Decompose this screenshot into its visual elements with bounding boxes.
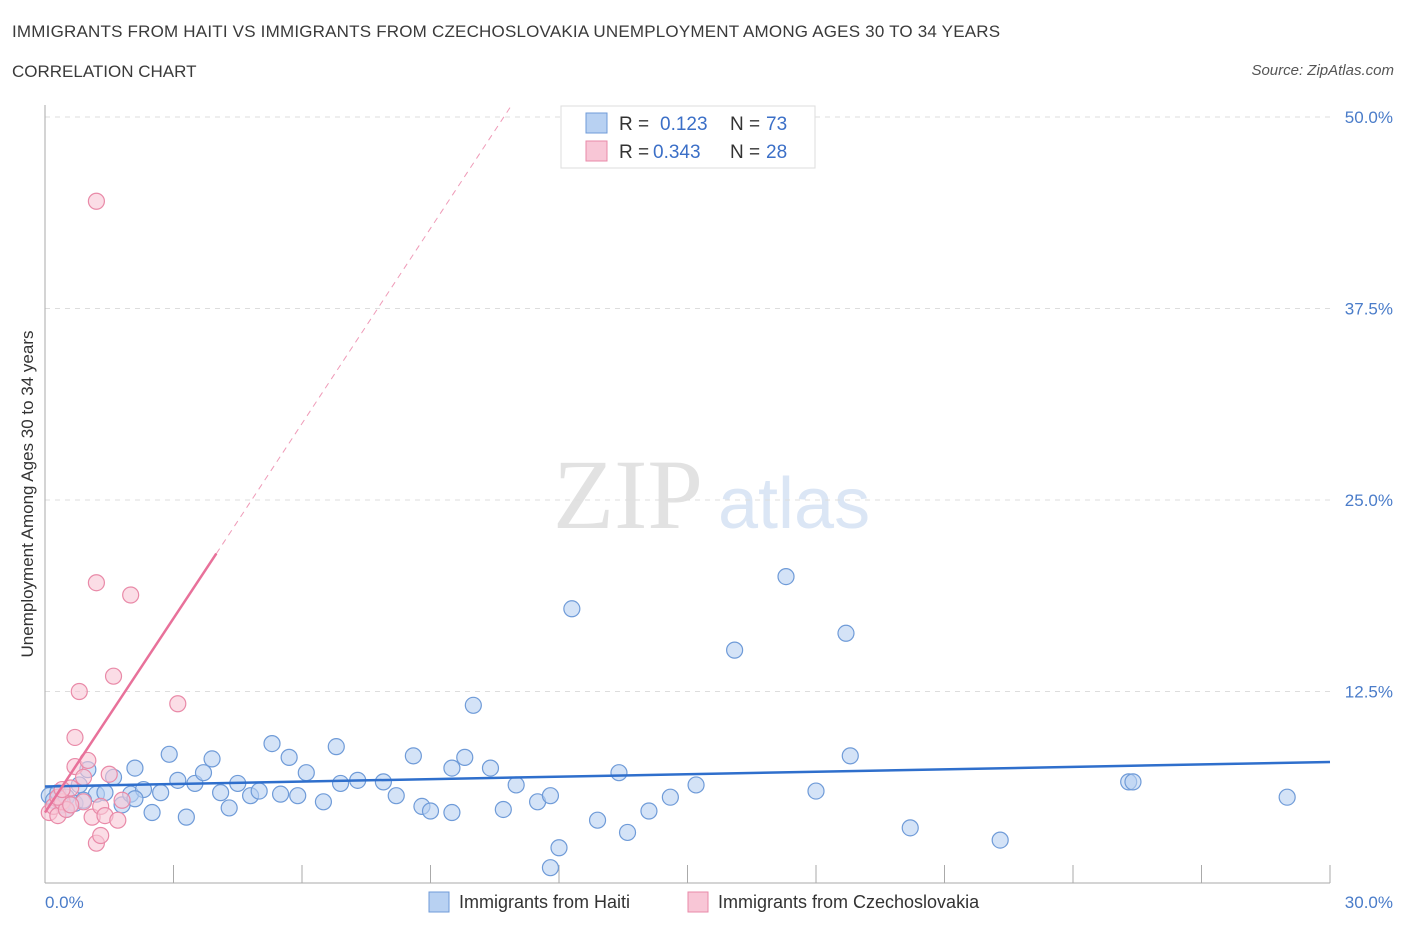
czech-point-18 [100, 765, 118, 783]
source-credit: Source: ZipAtlas.com [1251, 62, 1394, 79]
haiti-point-51 [550, 839, 568, 857]
haiti-point-22 [203, 750, 221, 768]
czech-point-23 [169, 695, 187, 713]
haiti-point-28 [263, 734, 281, 753]
y-tick-label-1: 25.0% [1345, 491, 1393, 510]
haiti-n-value: 73 [766, 114, 787, 135]
haiti-point-37 [374, 773, 392, 791]
czech-point-20 [109, 811, 127, 829]
legend-swatch-czech [687, 891, 709, 913]
chart-subtitle: CORRELATION CHART [12, 62, 197, 81]
watermark-atlas: atlas [718, 464, 870, 544]
haiti-point-47 [494, 800, 512, 819]
haiti-point-13 [126, 759, 144, 777]
haiti-point-19 [177, 808, 195, 826]
czech-r-value: 0.343 [653, 142, 701, 163]
watermark-zip: ZIP [553, 439, 703, 550]
haiti-point-41 [421, 802, 440, 820]
haiti-r-value: 0.123 [660, 114, 708, 135]
haiti-point-46 [481, 759, 500, 777]
chart-title: IMMIGRANTS FROM HAITI VS IMMIGRANTS FROM… [12, 22, 1001, 41]
y-tick-label-2: 37.5% [1345, 300, 1393, 319]
haiti-point-69 [541, 859, 560, 877]
haiti-point-60 [777, 567, 795, 586]
czech-n-label: N = [730, 142, 760, 163]
czech-n-value: 28 [766, 142, 787, 163]
haiti-point-39 [404, 747, 422, 765]
haiti-point-53 [588, 811, 607, 829]
haiti-legend-swatch [585, 112, 608, 134]
axes [44, 105, 1331, 884]
haiti-point-43 [443, 759, 461, 777]
haiti-point-48 [507, 776, 525, 794]
haiti-point-27 [250, 782, 268, 800]
haiti-point-18 [169, 771, 187, 789]
haiti-point-31 [289, 787, 307, 805]
haiti-point-35 [331, 774, 350, 793]
haiti-point-50 [541, 787, 560, 805]
czech-trendline-solid-1 [43, 552, 218, 814]
haiti-point-24 [220, 799, 238, 817]
czech-point-17 [87, 574, 106, 592]
haiti-point-57 [661, 788, 679, 806]
haiti-point-59 [726, 641, 744, 659]
czech-trendline-dashed-2 [215, 104, 513, 554]
haiti-point-55 [618, 823, 637, 842]
haiti-point-32 [297, 764, 315, 782]
haiti-point-61 [807, 782, 825, 800]
haiti-point-68 [1278, 788, 1296, 806]
czech-point-27 [74, 768, 93, 786]
haiti-point-56 [640, 802, 658, 820]
haiti-point-54 [610, 764, 628, 782]
legend-label-haiti: Immigrants from Haiti [459, 892, 630, 912]
haiti-point-16 [152, 784, 170, 802]
legend-label-czech: Immigrants from Czechoslovakia [718, 892, 980, 912]
haiti-point-21 [194, 764, 213, 782]
haiti-point-63 [841, 747, 859, 765]
x-tick-label-min: 0.0% [45, 893, 84, 912]
haiti-point-30 [280, 748, 298, 766]
haiti-point-52 [563, 600, 581, 618]
haiti-point-45 [464, 696, 482, 714]
haiti-point-23 [212, 784, 230, 802]
x-tick-label-max: 30.0% [1345, 893, 1393, 912]
stats-legend: R = 0.123 N = 73 R = 0.343 N = 28 [560, 105, 816, 169]
haiti-trendline-solid-0 [44, 760, 1331, 788]
haiti-point-65 [991, 831, 1009, 849]
czech-point-8 [70, 682, 88, 701]
haiti-point-17 [160, 745, 178, 763]
y-tick-label-3: 50.0% [1345, 108, 1393, 127]
haiti-point-33 [314, 793, 333, 811]
czech-point-7 [66, 728, 84, 747]
haiti-point-15 [143, 803, 161, 822]
y-tick-label-0: 12.5% [1345, 683, 1393, 702]
czech-point-22 [122, 586, 140, 604]
haiti-point-29 [271, 785, 290, 803]
tick-labels: 12.5% 25.0% 37.5% 50.0% 0.0% 30.0% [45, 108, 1393, 912]
haiti-point-44 [456, 748, 474, 766]
gridlines [45, 116, 1330, 692]
haiti-point-38 [387, 787, 405, 805]
haiti-n-label: N = [730, 114, 760, 135]
legend-swatch-haiti [428, 891, 450, 913]
czech-point-16 [87, 192, 106, 210]
haiti-point-67 [1124, 773, 1142, 791]
haiti-point-62 [837, 624, 855, 642]
y-axis-label: Unemployment Among Ages 30 to 34 years [18, 331, 37, 658]
haiti-point-58 [687, 776, 705, 794]
czech-legend-swatch [585, 140, 608, 162]
haiti-r-label: R = [619, 114, 649, 135]
haiti-point-64 [901, 819, 919, 837]
trend-lines [43, 104, 1331, 814]
series-legend: Immigrants from Haiti Immigrants from Cz… [428, 891, 980, 913]
czech-point-26 [62, 796, 80, 814]
haiti-point-34 [327, 738, 345, 756]
czech-r-label: R = [619, 142, 649, 163]
haiti-point-42 [443, 803, 461, 822]
czech-point-13 [92, 826, 110, 845]
czech-point-19 [104, 667, 123, 685]
czech-point-21 [113, 791, 131, 809]
